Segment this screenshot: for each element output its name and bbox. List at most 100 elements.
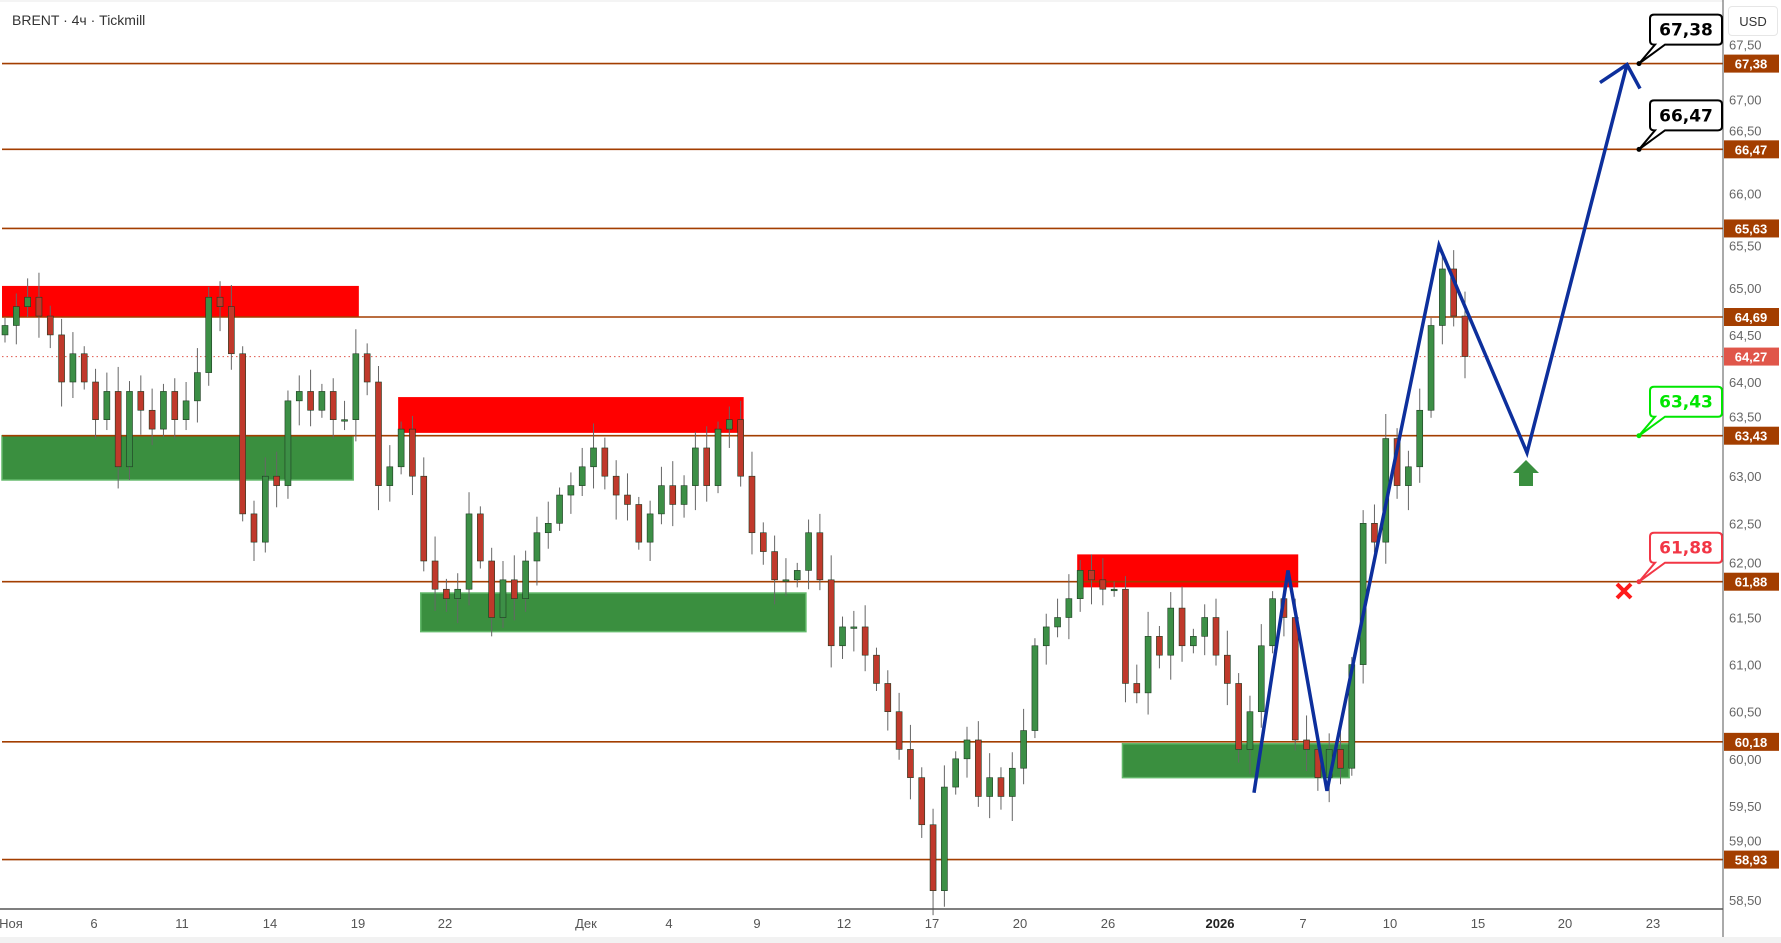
candle bbox=[103, 391, 111, 420]
candle bbox=[431, 560, 439, 590]
candle bbox=[907, 749, 914, 778]
candle bbox=[816, 532, 824, 581]
candle bbox=[1065, 598, 1073, 618]
candle bbox=[1099, 579, 1107, 590]
candle bbox=[24, 296, 31, 307]
callout-anchor-dot bbox=[1636, 433, 1642, 439]
candle bbox=[295, 391, 303, 402]
callout-anchor-dot bbox=[1636, 146, 1642, 152]
time-tick-label: 22 bbox=[438, 916, 452, 931]
candle bbox=[1088, 570, 1095, 581]
candle bbox=[477, 513, 484, 562]
candle bbox=[239, 353, 246, 515]
demand-zone bbox=[1, 434, 354, 481]
candle bbox=[748, 475, 756, 534]
time-tick-label: 9 bbox=[753, 916, 760, 931]
candle bbox=[363, 353, 371, 383]
level-price-label: 63,43 bbox=[1735, 429, 1768, 444]
current-price-badge bbox=[1724, 347, 1779, 366]
chart-title: BRENT · 4ч · Tickmill bbox=[12, 12, 146, 28]
candle bbox=[1224, 654, 1231, 684]
candle bbox=[714, 428, 722, 486]
candle bbox=[1042, 626, 1050, 647]
price-tick-label: 67,00 bbox=[1729, 92, 1762, 107]
price-tick-label: 66,00 bbox=[1729, 187, 1762, 202]
candle bbox=[318, 391, 326, 411]
time-tick-label: 15 bbox=[1471, 916, 1485, 931]
level-price-badge bbox=[1724, 850, 1779, 869]
candle bbox=[1359, 523, 1367, 665]
time-tick-label: 14 bbox=[263, 916, 277, 931]
candle bbox=[1371, 523, 1378, 543]
candle bbox=[58, 334, 65, 383]
candle bbox=[975, 739, 982, 797]
candle bbox=[986, 777, 993, 797]
time-tick-label: 4 bbox=[665, 916, 672, 931]
candle bbox=[963, 739, 971, 760]
candle bbox=[793, 570, 801, 581]
time-tick-label: 26 bbox=[1101, 916, 1115, 931]
candle bbox=[1110, 588, 1118, 592]
price-tick-label: 65,50 bbox=[1729, 238, 1762, 253]
currency-button[interactable]: USD bbox=[1728, 6, 1778, 36]
candle bbox=[692, 447, 699, 486]
candle bbox=[409, 428, 416, 477]
bottom-strip bbox=[0, 937, 1781, 943]
candle bbox=[782, 579, 790, 582]
candle bbox=[556, 494, 563, 524]
level-price-label: 60,18 bbox=[1735, 735, 1768, 750]
candle bbox=[171, 391, 179, 420]
candle bbox=[1031, 645, 1039, 731]
demand-zone bbox=[420, 592, 807, 633]
candle bbox=[397, 428, 405, 468]
candle bbox=[1190, 636, 1197, 647]
candle bbox=[861, 626, 869, 656]
price-tick-label: 62,00 bbox=[1729, 556, 1762, 571]
candle bbox=[941, 786, 948, 891]
candle bbox=[1122, 588, 1129, 684]
candle bbox=[488, 560, 495, 618]
candle bbox=[420, 475, 428, 562]
target-callout bbox=[1638, 99, 1723, 151]
callouts-layer: 67,38 66,47 63,43 61,88 bbox=[1636, 13, 1723, 585]
time-tick-label: 20 bbox=[1558, 916, 1572, 931]
candle bbox=[1269, 598, 1276, 647]
candle bbox=[216, 296, 224, 307]
candle bbox=[1235, 683, 1242, 750]
time-tick-label: 7 bbox=[1299, 916, 1306, 931]
candle bbox=[160, 391, 167, 430]
candle bbox=[250, 513, 258, 543]
arrow-head-icon bbox=[1599, 62, 1642, 90]
callout-anchor-dot bbox=[1636, 579, 1642, 585]
candle bbox=[658, 485, 665, 515]
price-tick-label: 64,00 bbox=[1729, 375, 1762, 390]
candle bbox=[228, 306, 235, 355]
candle bbox=[918, 777, 926, 826]
candle bbox=[850, 626, 858, 629]
candle bbox=[69, 353, 77, 383]
time-ticks[interactable]: Ноя 6 11 14 19 22 Дек 4 9 12 17 20 26 2026 7 10 15 20 23 bbox=[0, 916, 1660, 931]
candle bbox=[182, 400, 190, 420]
candle bbox=[669, 485, 677, 505]
candle bbox=[1291, 617, 1299, 741]
candle bbox=[1167, 607, 1175, 656]
level-price-badge bbox=[1724, 308, 1779, 327]
candle bbox=[1008, 767, 1016, 797]
candle bbox=[137, 391, 145, 411]
candle bbox=[567, 485, 575, 496]
entry-callout bbox=[1638, 385, 1723, 437]
level-price-badge bbox=[1724, 140, 1779, 159]
candle bbox=[635, 504, 643, 543]
candle bbox=[341, 419, 348, 422]
candle bbox=[1212, 617, 1220, 656]
supply-zone bbox=[2, 285, 359, 318]
candle bbox=[386, 466, 394, 486]
price-tick-label: 58,50 bbox=[1729, 893, 1762, 908]
candle bbox=[1156, 636, 1163, 656]
candles-layer bbox=[1, 250, 1469, 916]
time-tick-label: 19 bbox=[351, 916, 365, 931]
candle bbox=[307, 391, 314, 411]
price-tick-label: 64,50 bbox=[1729, 328, 1762, 343]
level-price-label: 65,63 bbox=[1735, 221, 1768, 236]
